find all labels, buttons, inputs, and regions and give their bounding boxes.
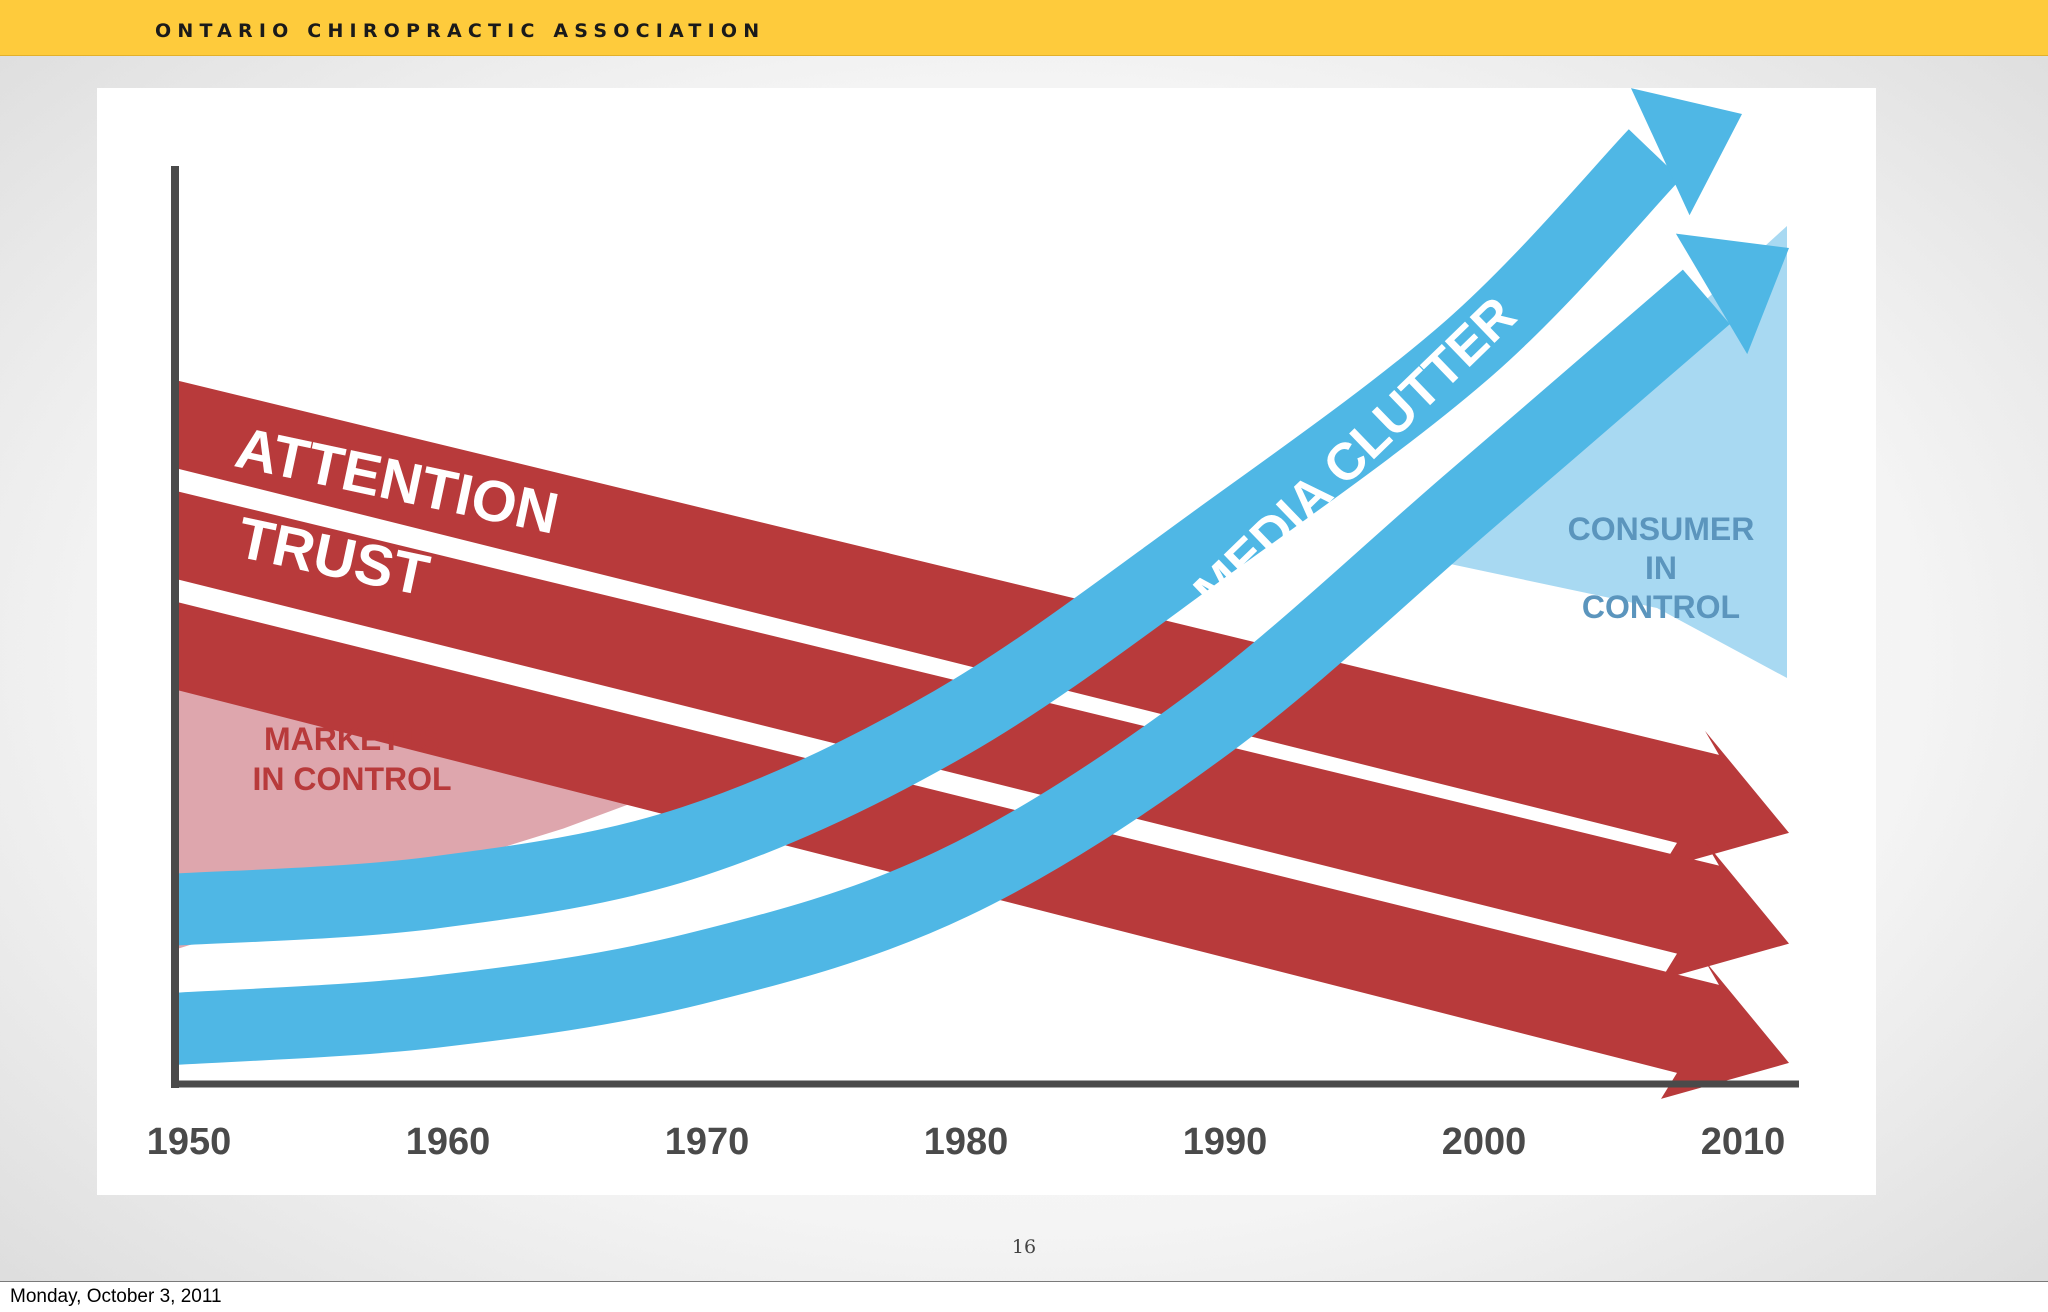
x-tick-label: 1950 (147, 1121, 232, 1163)
series-arrowhead-product-choice (1630, 88, 1742, 216)
x-tick-label: 2010 (1701, 1121, 1786, 1163)
consumer-control-label: IN (1645, 550, 1677, 586)
x-tick-label: 1990 (1183, 1121, 1268, 1163)
footer-bar (0, 1281, 2048, 1312)
chart-card: TIME ATTENTION TRUST PRODUCT CHOICE MEDIA C… (97, 88, 1876, 1195)
header-title: ONTARIO CHIROPRACTIC ASSOCIATION (155, 20, 766, 42)
header-bar: ONTARIO CHIROPRACTIC ASSOCIATION (0, 0, 2048, 56)
consumer-control-label: CONTROL (1582, 589, 1740, 625)
page-number: 16 (1011, 1236, 1037, 1258)
series-arrow-time (175, 379, 1789, 869)
footer-date: Monday, October 3, 2011 (10, 1286, 222, 1307)
x-tick-label: 1960 (406, 1121, 491, 1163)
x-tick-label: 2000 (1442, 1121, 1527, 1163)
x-tick-label: 1970 (665, 1121, 750, 1163)
series-ribbon-product-choice (172, 129, 1681, 946)
market-control-label: MARKET IS (264, 721, 440, 757)
series-label-time: TIME (232, 279, 381, 371)
x-tick-label: 1980 (924, 1121, 1009, 1163)
series-ribbon-media-clutter (172, 269, 1730, 1065)
consumer-control-label: CONSUMER (1568, 511, 1755, 547)
series-arrowhead-media-clutter (1675, 233, 1789, 355)
market-control-label: IN CONTROL (252, 761, 451, 797)
